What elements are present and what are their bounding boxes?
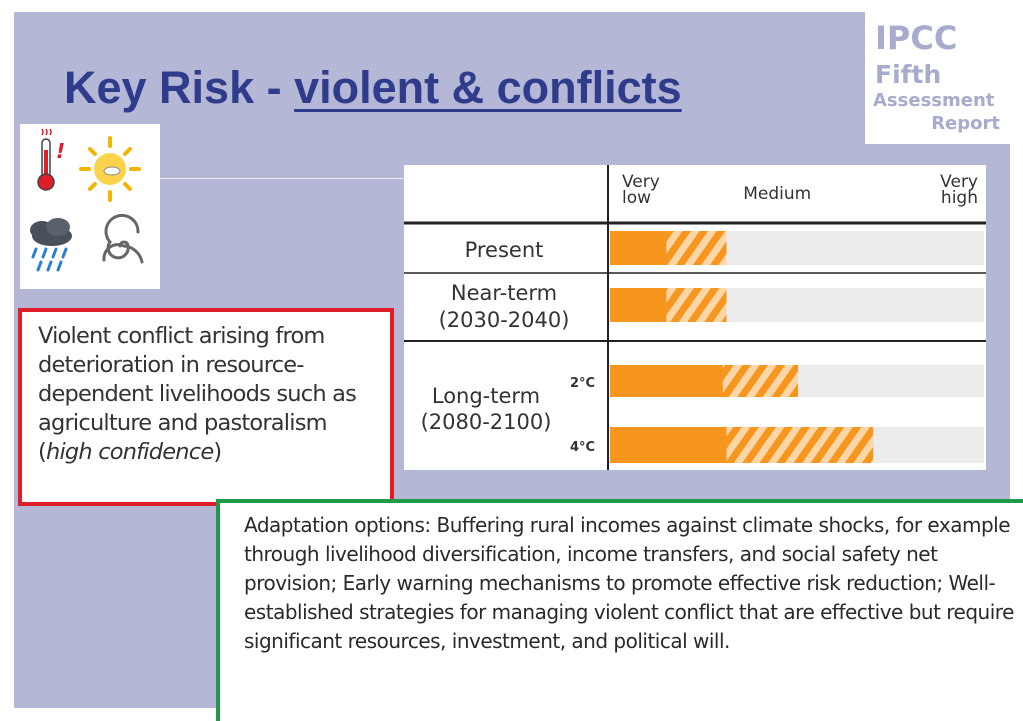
risk-level-chart: Very low Medium Very high Present Near-term (20… (404, 165, 986, 470)
bar-solid-segment (610, 365, 723, 397)
row-label-long-term: Long-term (432, 384, 540, 408)
cyclone-icon (102, 213, 144, 264)
logo-line-assessment: Assessment (873, 90, 995, 111)
climate-icons-panel: ! (20, 124, 160, 289)
logo-line-report: Report (931, 113, 1000, 134)
row-label-long-term-period: (2080-2100) (421, 410, 552, 434)
scale-label: Medium (743, 184, 811, 204)
risk-level-chart-svg: Very low Medium Very high Present Near-term (20… (404, 165, 986, 470)
row-sublabel-2c: 2°C (570, 376, 595, 391)
risk-description: Violent conflict arising from deteriorat… (38, 323, 357, 436)
logo-line-ipcc: IPCC (875, 19, 958, 57)
bar-solid-segment (610, 427, 727, 463)
key-risk-box: Violent conflict arising from deteriorat… (18, 308, 394, 506)
title-link[interactable]: violent & conflicts (294, 62, 682, 113)
logo-line-fifth: Fifth (875, 60, 942, 89)
sun-icon (79, 136, 141, 202)
slide-title: Key Risk - violent & conflicts (64, 62, 682, 114)
rain-cloud-icon (30, 218, 72, 272)
title-prefix: Key Risk - (64, 62, 295, 113)
scale-label: Very high (940, 172, 978, 208)
bar-solid-segment (610, 288, 667, 322)
ipcc-logo: IPCC Fifth Assessment Report (865, 12, 1010, 144)
scale-label: Very low (622, 172, 660, 208)
adaptation-options-box: Adaptation options: Buffering rural inco… (216, 499, 1023, 721)
row-label-present: Present (465, 238, 544, 262)
bar-solid-segment (610, 231, 667, 265)
divider-line (160, 178, 405, 179)
row-sublabel-4c: 4°C (570, 440, 595, 455)
svg-text:!: ! (56, 139, 65, 163)
row-label-near-term: Near-term (451, 281, 557, 305)
row-label-near-term-period: (2030-2040) (439, 308, 570, 332)
thermometer-icon: ! (37, 128, 65, 191)
risk-confidence: high confidence (45, 439, 214, 465)
adaptation-text: Adaptation options: Buffering rural inco… (244, 513, 1014, 653)
key-risk-text: Violent conflict arising from deteriorat… (38, 323, 357, 465)
